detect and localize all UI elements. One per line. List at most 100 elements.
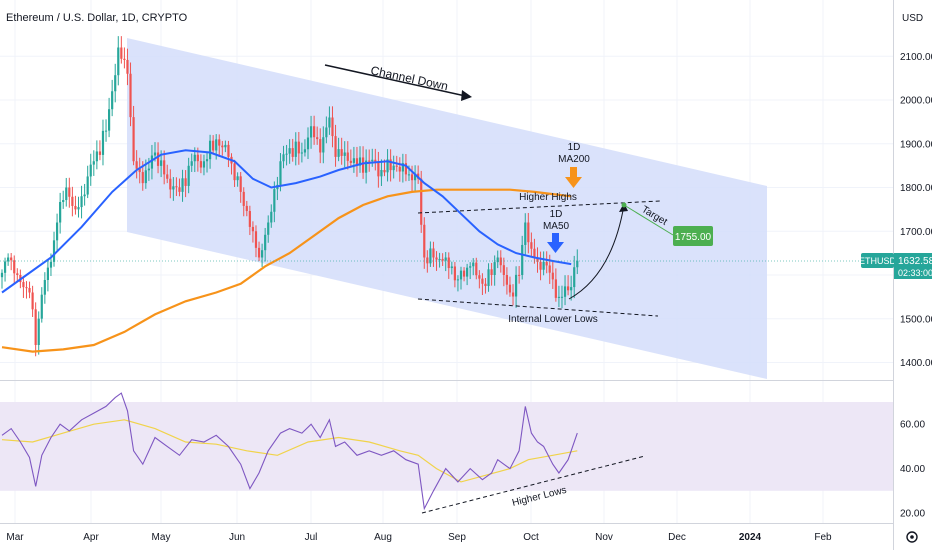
candle-body — [46, 267, 49, 280]
candle-body — [196, 154, 199, 162]
candle-body — [349, 160, 352, 163]
candle-body — [340, 149, 343, 156]
candle-body — [267, 222, 270, 235]
candle-body — [37, 318, 40, 345]
candle-body — [208, 140, 212, 160]
candle-body — [279, 161, 282, 185]
candle-body — [175, 186, 178, 188]
last-price-label: 1632.58 — [898, 256, 932, 267]
candle-body — [77, 207, 80, 210]
candle-body — [300, 152, 303, 154]
higher-highs-label: Higher Highs — [519, 192, 577, 203]
candle-body — [83, 194, 86, 197]
candle-body — [459, 270, 463, 280]
price-pane[interactable] — [0, 36, 579, 357]
candle-body — [190, 161, 193, 166]
candle-body — [410, 174, 414, 181]
candle-body — [264, 234, 267, 251]
candle-body — [273, 189, 276, 212]
projection-curve — [568, 204, 625, 300]
candle-body — [383, 170, 386, 173]
candle-body — [368, 160, 371, 162]
rsi-pane[interactable] — [0, 392, 893, 511]
candle-body — [248, 211, 251, 227]
ma200-arrow-shaft — [570, 167, 577, 177]
internal-lower-lows-label: Internal Lower Lows — [508, 314, 598, 325]
candle-body — [49, 261, 53, 268]
time-tick-label: Sep — [448, 532, 466, 543]
candle-body — [563, 286, 567, 297]
price-tick-label: 1400.00 — [900, 358, 932, 369]
candle-body — [22, 282, 25, 288]
candle-body — [132, 117, 135, 162]
candle-body — [135, 161, 138, 169]
symbol-title: Ethereum / U.S. Dollar, 1D, CRYPTO — [6, 12, 188, 24]
candle-body — [398, 166, 401, 172]
candle-body — [215, 139, 218, 151]
candle-body — [40, 294, 43, 319]
rsi-tick-label: 60.00 — [900, 420, 925, 431]
candle-body — [361, 157, 365, 173]
candle-body — [325, 127, 328, 138]
candle-body — [423, 224, 426, 258]
candle-body — [221, 145, 224, 148]
candle-body — [138, 168, 141, 173]
time-axis[interactable]: Mar Apr May Jun Jul Aug Sep Oct Nov Dec 2024 Feb — [6, 532, 832, 543]
candle-body — [554, 279, 557, 298]
candle-body — [533, 248, 536, 258]
candle-body — [25, 287, 28, 289]
candle-body — [557, 296, 561, 298]
candle-body — [261, 250, 264, 258]
candle-body — [101, 130, 105, 155]
candle-body — [343, 152, 346, 156]
candle-body — [114, 75, 117, 92]
higher-lows-line — [421, 455, 646, 514]
candle-body — [288, 148, 291, 154]
candle-body — [358, 157, 362, 166]
candle-body — [380, 170, 383, 177]
candle-body — [573, 267, 576, 288]
settings-gear-icon[interactable] — [906, 531, 918, 543]
candle-body — [514, 274, 518, 297]
candle-body — [13, 260, 16, 274]
candle-body — [120, 47, 123, 59]
rsi-ma-line — [1, 419, 578, 483]
candle-body — [291, 148, 294, 157]
internal-lower-lows-line — [417, 298, 659, 317]
candle-body — [184, 178, 187, 186]
candle-body — [111, 91, 114, 110]
candle-body — [92, 161, 95, 165]
candle-body — [52, 240, 56, 262]
time-tick-label: May — [152, 532, 171, 543]
rsi-axis[interactable]: 20.00 40.00 60.00 — [900, 420, 925, 520]
rsi-line — [1, 392, 578, 511]
candle-body — [297, 141, 300, 154]
channel-down-band[interactable] — [127, 38, 767, 379]
candle-body — [499, 257, 502, 266]
candle-body — [227, 144, 230, 157]
candle-body — [306, 137, 310, 150]
candle-body — [224, 144, 227, 148]
candle-body — [245, 205, 248, 212]
countdown-label: 02:33:00 — [898, 268, 932, 278]
candle-body — [508, 284, 512, 293]
target-price-box — [673, 226, 713, 246]
candle-body — [502, 265, 505, 275]
candle-body — [576, 260, 579, 268]
candle-body — [570, 287, 573, 291]
candle-body — [150, 155, 154, 169]
candle-body — [166, 174, 169, 179]
candle-body — [169, 178, 172, 190]
candle-body — [144, 170, 147, 184]
candle-body — [420, 178, 423, 225]
candle-body — [313, 126, 316, 138]
time-tick-label: Aug — [374, 532, 392, 543]
candle-body — [352, 158, 355, 163]
ma50-arrow-shaft — [552, 233, 559, 242]
price-tick-label: 1800.00 — [900, 183, 932, 194]
candle-body — [0, 272, 4, 278]
candle-body — [505, 275, 508, 285]
candle-body — [447, 257, 450, 269]
candle-body — [371, 159, 374, 162]
